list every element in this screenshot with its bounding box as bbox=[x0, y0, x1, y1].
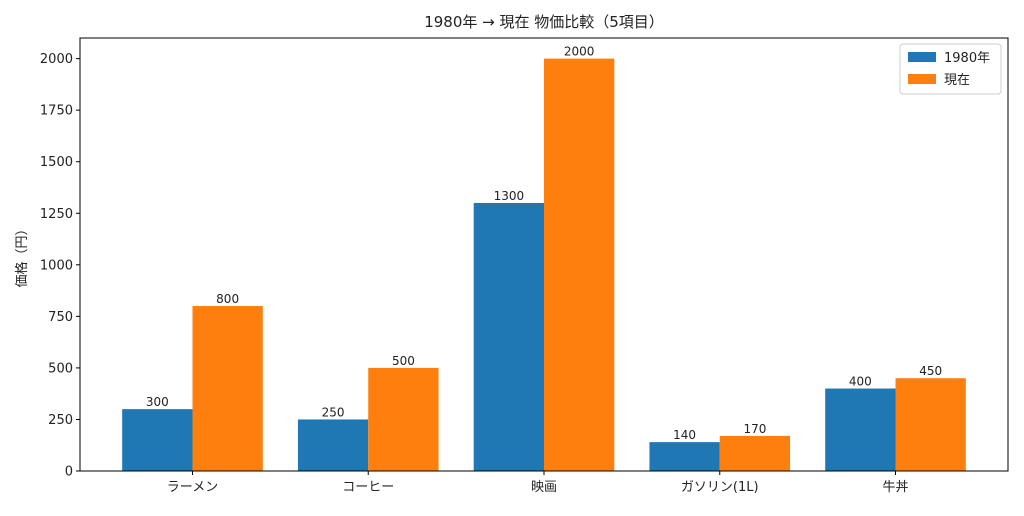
y-tick-label: 2000 bbox=[40, 52, 73, 67]
legend-swatch bbox=[908, 52, 936, 62]
plot-frame bbox=[79, 37, 1009, 472]
data-label: 170 bbox=[743, 422, 766, 436]
y-axis-label: 価格（円） bbox=[14, 222, 30, 287]
legend-label: 1980年 bbox=[944, 51, 990, 66]
y-tick-label: 0 bbox=[65, 465, 73, 480]
x-tick-label: 映画 bbox=[531, 480, 557, 495]
data-label: 400 bbox=[849, 375, 872, 389]
bar-1980-0 bbox=[122, 409, 193, 471]
y-tick-label: 500 bbox=[48, 361, 73, 376]
bar-now-0 bbox=[192, 306, 263, 471]
legend-label: 現在 bbox=[944, 73, 970, 88]
bar-now-2 bbox=[544, 58, 615, 471]
chart-title: 1980年 → 現在 物価比較（5項目） bbox=[424, 13, 664, 31]
data-label: 2000 bbox=[564, 45, 595, 59]
data-label: 250 bbox=[322, 405, 345, 419]
bar-1980-2 bbox=[473, 202, 544, 471]
data-label: 1300 bbox=[494, 189, 525, 203]
bar-1980-3 bbox=[649, 442, 720, 471]
bar-1980-4 bbox=[825, 388, 896, 471]
data-label: 500 bbox=[392, 354, 415, 368]
y-tick-label: 250 bbox=[48, 413, 73, 428]
bar-now-4 bbox=[895, 378, 966, 471]
x-tick-label: 牛丼 bbox=[883, 480, 909, 495]
legend-swatch bbox=[908, 74, 936, 84]
bar-1980-1 bbox=[297, 419, 369, 471]
y-tick-label: 1000 bbox=[40, 258, 73, 273]
x-tick-label: コーヒー bbox=[342, 480, 394, 495]
bar-now-1 bbox=[368, 367, 439, 471]
y-tick-label: 750 bbox=[48, 310, 73, 325]
x-tick-label: ガソリン(1L) bbox=[681, 480, 759, 495]
y-tick-label: 1250 bbox=[40, 207, 73, 222]
y-tick-label: 1750 bbox=[40, 104, 73, 119]
data-label: 140 bbox=[673, 428, 696, 442]
data-label: 800 bbox=[216, 292, 239, 306]
y-tick-label: 1500 bbox=[40, 155, 73, 170]
x-tick-label: ラーメン bbox=[167, 480, 218, 495]
data-label: 450 bbox=[919, 364, 942, 378]
data-label: 300 bbox=[146, 395, 169, 409]
bar-now-3 bbox=[719, 435, 791, 471]
